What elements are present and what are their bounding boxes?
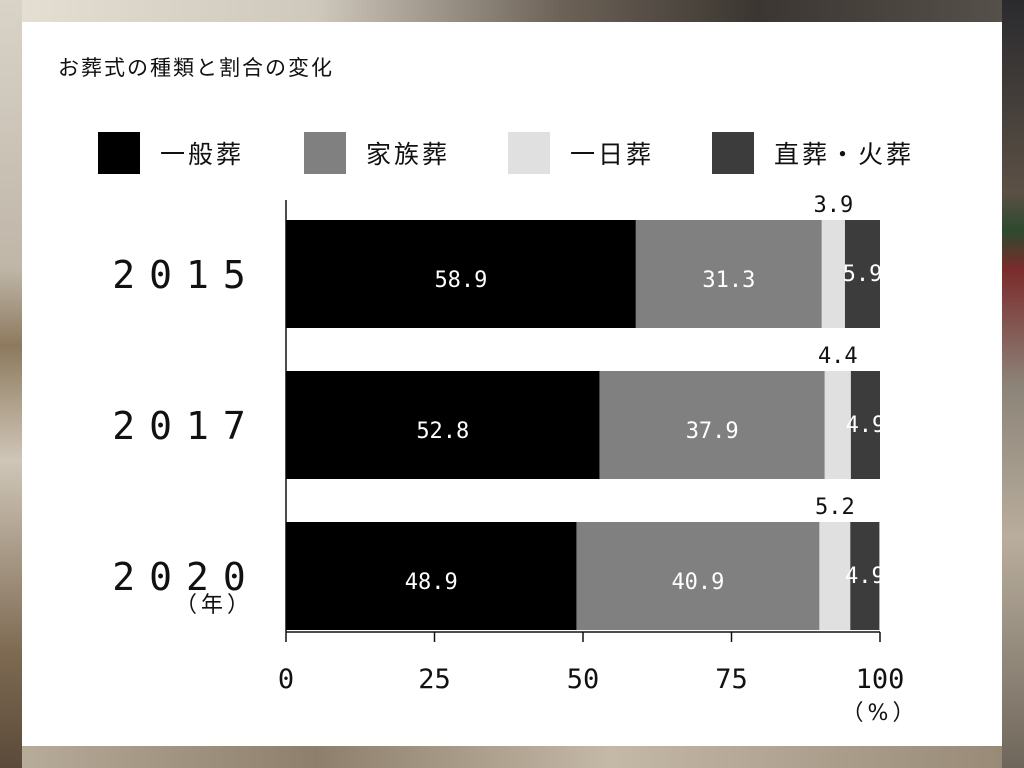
background-bottom-strip bbox=[22, 746, 1002, 768]
data-label-2017-s0: 52.8 bbox=[416, 419, 469, 444]
background-top-strip bbox=[22, 0, 1002, 22]
legend-label-ippanso: 一般葬 bbox=[160, 140, 245, 169]
legend-label-ichinichiso: 一日葬 bbox=[570, 140, 655, 169]
legend-label-kazokuso: 家族葬 bbox=[366, 140, 451, 169]
bar-2015-s0 bbox=[286, 220, 636, 328]
data-label-2020-s2: 5.2 bbox=[815, 495, 855, 520]
x-tick-label-75: 75 bbox=[715, 664, 748, 695]
legend-swatch-ichinichiso bbox=[508, 132, 550, 174]
bar-2020-s0 bbox=[286, 522, 577, 630]
bar-2020-s1 bbox=[576, 522, 820, 630]
x-tick-label-50: 50 bbox=[567, 664, 600, 695]
bar-2017-s0 bbox=[286, 371, 600, 479]
data-label-2017-s2: 4.4 bbox=[818, 344, 858, 369]
data-label-2015-s3: 5.9 bbox=[843, 262, 883, 287]
legend-item-kazokuso: 家族葬 bbox=[304, 132, 450, 174]
data-label-2020-s3: 4.9 bbox=[845, 564, 885, 589]
data-label-2017-s3: 4.9 bbox=[846, 413, 886, 438]
bar-2015-s3 bbox=[844, 220, 880, 328]
legend-label-chokuso: 直葬・火葬 bbox=[774, 140, 915, 169]
legend-item-ippanso: 一般葬 bbox=[98, 132, 244, 174]
legend-swatch-chokuso bbox=[712, 132, 754, 174]
x-tick-label-25: 25 bbox=[418, 664, 451, 695]
data-label-2020-s0: 48.9 bbox=[405, 570, 458, 595]
bar-2020-s3 bbox=[850, 522, 880, 630]
x-tick-label-0: 0 bbox=[278, 664, 294, 695]
category-unit-label: （年） bbox=[175, 593, 253, 618]
category-label-2017: 2017 bbox=[112, 404, 260, 448]
data-label-2017-s1: 37.9 bbox=[686, 419, 739, 444]
x-tick-label-100: 100 bbox=[856, 664, 905, 695]
background-right-strip bbox=[1002, 0, 1024, 768]
legend-item-chokuso: 直葬・火葬 bbox=[712, 132, 914, 174]
category-label-2015: 2015 bbox=[112, 253, 260, 297]
data-label-2015-s0: 58.9 bbox=[434, 268, 487, 293]
x-axis-unit: （%） bbox=[842, 701, 919, 726]
bar-2017-s3 bbox=[850, 371, 880, 479]
legend-swatch-ippanso bbox=[98, 132, 140, 174]
legend-item-ichinichiso: 一日葬 bbox=[508, 132, 654, 174]
bar-2017-s2 bbox=[824, 371, 851, 479]
bar-2015-s1 bbox=[635, 220, 822, 328]
bar-2020-s2 bbox=[819, 522, 851, 630]
legend-swatch-kazokuso bbox=[304, 132, 346, 174]
data-label-2015-s2: 3.9 bbox=[813, 193, 853, 218]
data-label-2015-s1: 31.3 bbox=[702, 268, 755, 293]
category-label-2020: 2020 bbox=[112, 555, 260, 599]
background-left-strip bbox=[0, 0, 22, 768]
bar-2017-s1 bbox=[599, 371, 825, 479]
chart-title: お葬式の種類と割合の変化 bbox=[58, 56, 334, 80]
data-label-2020-s1: 40.9 bbox=[671, 570, 724, 595]
bar-2015-s2 bbox=[821, 220, 845, 328]
